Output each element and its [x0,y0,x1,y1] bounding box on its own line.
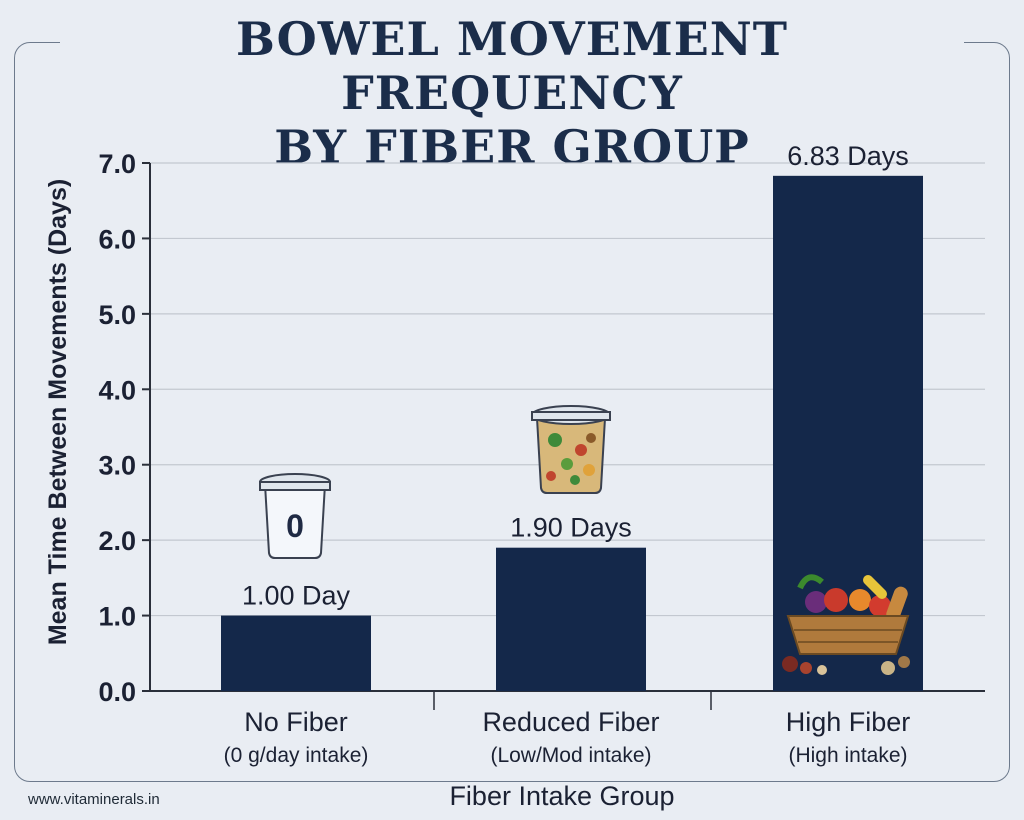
x-category-label: High Fiber [786,707,911,737]
bar-data-label: 6.83 Days [787,141,909,171]
bars: 1.00 Day 1.90 Days 6.83 Days [221,141,923,691]
empty-cup-label: 0 [286,508,304,544]
x-category-label: No Fiber [244,707,348,737]
x-category-sublabel: (Low/Mod intake) [490,744,651,767]
y-tick-label: 5.0 [98,300,136,330]
y-axis-title: Mean Time Between Movements (Days) [44,179,72,645]
bar [221,615,371,691]
bar-data-label: 1.00 Day [242,581,351,611]
produce-basket-icon [782,574,910,675]
y-tick-label: 0.0 [98,677,136,707]
title-backdrop [60,20,964,130]
y-tick-label: 1.0 [98,602,136,632]
y-tick-label: 2.0 [98,526,136,556]
salad-cup-icon [531,405,611,494]
y-tick-label: 7.0 [98,149,136,179]
x-category-labels: No Fiber (0 g/day intake) Reduced Fiber (Lo… [224,707,911,767]
bar-data-label: 1.90 Days [510,513,632,543]
x-axis-title: Fiber Intake Group [449,781,674,811]
x-category-label: Reduced Fiber [482,707,659,737]
x-category-sublabel: (0 g/day intake) [224,744,369,767]
empty-cup-icon: 0 [259,473,331,559]
page-title: BOWEL MOVEMENT FREQUENCY BY FIBER GROUP [60,12,964,174]
title-line-1: BOWEL MOVEMENT FREQUENCY [235,12,789,120]
y-tick-label: 3.0 [98,451,136,481]
y-tick-label: 6.0 [98,224,136,254]
x-category-sublabel: (High intake) [788,744,907,767]
bar [496,547,646,691]
title-line-2: BY FIBER GROUP [274,120,750,174]
site-url: www.vitaminerals.in [28,791,160,808]
y-tick-labels: 0.0 1.0 2.0 3.0 4.0 5.0 6.0 7.0 [98,149,150,707]
y-tick-label: 4.0 [98,375,136,405]
